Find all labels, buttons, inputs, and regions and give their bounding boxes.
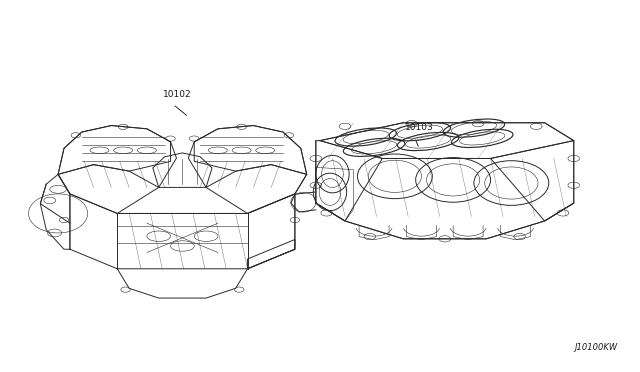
Text: 10103: 10103 <box>405 123 434 132</box>
Text: J10100KW: J10100KW <box>575 343 618 352</box>
Text: 10102: 10102 <box>163 90 192 99</box>
